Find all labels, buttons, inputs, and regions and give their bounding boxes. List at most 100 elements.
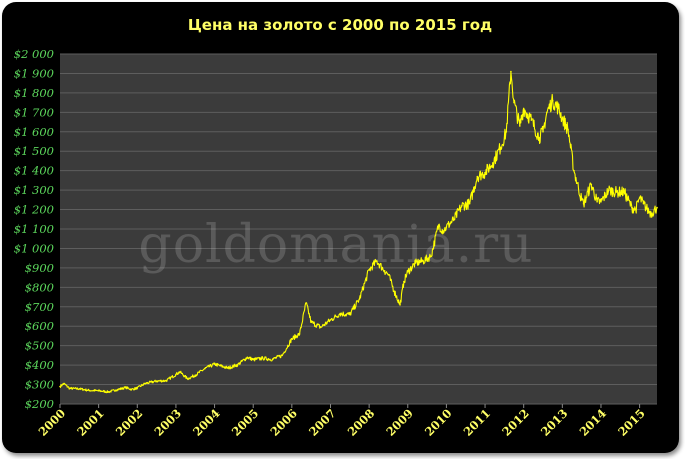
data-point <box>175 373 177 376</box>
data-point <box>262 357 264 360</box>
series-layer <box>59 70 658 394</box>
data-point <box>329 319 332 321</box>
data-point <box>387 273 390 276</box>
y-tick-label: $400 <box>25 358 54 372</box>
data-point <box>634 208 637 211</box>
data-point <box>442 230 445 232</box>
data-point <box>155 380 158 382</box>
chart-frame: Цена на золото с 2000 по 2015 год goldom… <box>2 2 679 453</box>
y-tick-label: $1 300 <box>14 183 54 197</box>
data-point <box>310 321 312 324</box>
data-point <box>298 333 301 335</box>
data-point <box>615 191 618 193</box>
data-point <box>349 313 351 316</box>
data-point <box>78 388 81 390</box>
watermark: goldomania.ru <box>138 215 533 275</box>
y-tick-label: $1 800 <box>14 86 54 100</box>
data-point <box>430 255 432 258</box>
x-tick-label: 2015 <box>615 406 648 439</box>
data-point <box>403 280 405 283</box>
data-point <box>291 338 293 340</box>
data-point <box>271 358 274 361</box>
data-point <box>376 260 378 262</box>
data-point <box>600 200 602 203</box>
y-tick-label: $500 <box>25 339 54 353</box>
x-tick-label: 2009 <box>383 406 416 439</box>
data-point <box>623 191 625 193</box>
data-point <box>656 206 658 209</box>
data-point <box>646 208 649 211</box>
data-point <box>596 200 598 203</box>
data-point <box>607 189 610 191</box>
data-point <box>165 379 168 382</box>
data-point <box>178 371 181 373</box>
y-tick-label: $1 500 <box>14 144 54 158</box>
data-point <box>582 202 585 205</box>
data-point <box>510 70 512 73</box>
x-tick-label: 2013 <box>538 406 571 439</box>
data-point <box>445 226 448 228</box>
data-point <box>144 382 146 385</box>
data-point <box>107 391 110 393</box>
data-point <box>453 218 455 221</box>
x-tick-label: 2005 <box>229 406 262 439</box>
x-tick-label: 2003 <box>152 406 185 439</box>
data-point <box>505 130 508 133</box>
y-tick-label: $1 000 <box>14 241 54 255</box>
data-point <box>213 363 216 365</box>
data-point <box>393 290 396 293</box>
x-tick-label: 2008 <box>345 406 378 439</box>
data-point <box>468 202 471 205</box>
x-tick-label: 2001 <box>74 406 107 439</box>
data-point <box>136 387 139 389</box>
data-point <box>650 212 653 215</box>
data-point <box>320 326 322 328</box>
data-point <box>305 302 307 304</box>
y-tick-label: $1 200 <box>14 203 54 217</box>
x-tick-label: 2007 <box>306 406 339 439</box>
data-point <box>358 298 361 300</box>
data-point <box>542 130 544 133</box>
data-point <box>530 119 533 121</box>
grid-lines <box>60 53 657 405</box>
data-point <box>499 146 502 149</box>
data-point <box>383 270 386 272</box>
x-tick-label: 2014 <box>577 406 610 439</box>
data-point <box>522 107 525 110</box>
data-point <box>59 385 61 388</box>
data-point <box>567 129 569 131</box>
x-tick-label: 2011 <box>461 406 494 439</box>
data-point <box>422 260 425 262</box>
data-point <box>538 136 540 139</box>
y-axis-ticks: $200 $300 $400 $500 $600 $700 $800 $900 $1 000 $1… <box>14 47 54 411</box>
data-point <box>580 199 583 201</box>
y-tick-label: $1 100 <box>14 222 54 236</box>
y-tick-label: $1 900 <box>14 66 54 80</box>
gold-price-chart: Цена на золото с 2000 по 2015 год goldom… <box>14 16 658 439</box>
x-tick-label: 2002 <box>113 406 146 439</box>
y-tick-label: $2 000 <box>14 47 54 61</box>
data-point <box>63 382 65 385</box>
data-point <box>590 183 593 186</box>
data-point <box>561 117 564 119</box>
data-point <box>281 354 283 357</box>
data-point <box>546 111 548 114</box>
y-tick-label: $200 <box>25 397 54 411</box>
y-tick-label: $1 400 <box>14 164 54 178</box>
data-point <box>573 169 575 172</box>
data-point <box>339 312 341 315</box>
data-point <box>227 367 229 369</box>
data-point <box>246 356 249 359</box>
data-point <box>88 389 90 392</box>
data-point <box>519 125 521 127</box>
data-point <box>437 224 440 226</box>
x-tick-label: 2010 <box>422 406 455 439</box>
data-point <box>642 202 645 205</box>
y-tick-label: $1 600 <box>14 125 54 139</box>
x-tick-label: 2012 <box>499 406 532 439</box>
data-point <box>130 388 133 391</box>
data-point <box>115 389 117 391</box>
data-point <box>236 363 239 366</box>
data-point <box>399 304 401 306</box>
data-point <box>124 386 127 389</box>
